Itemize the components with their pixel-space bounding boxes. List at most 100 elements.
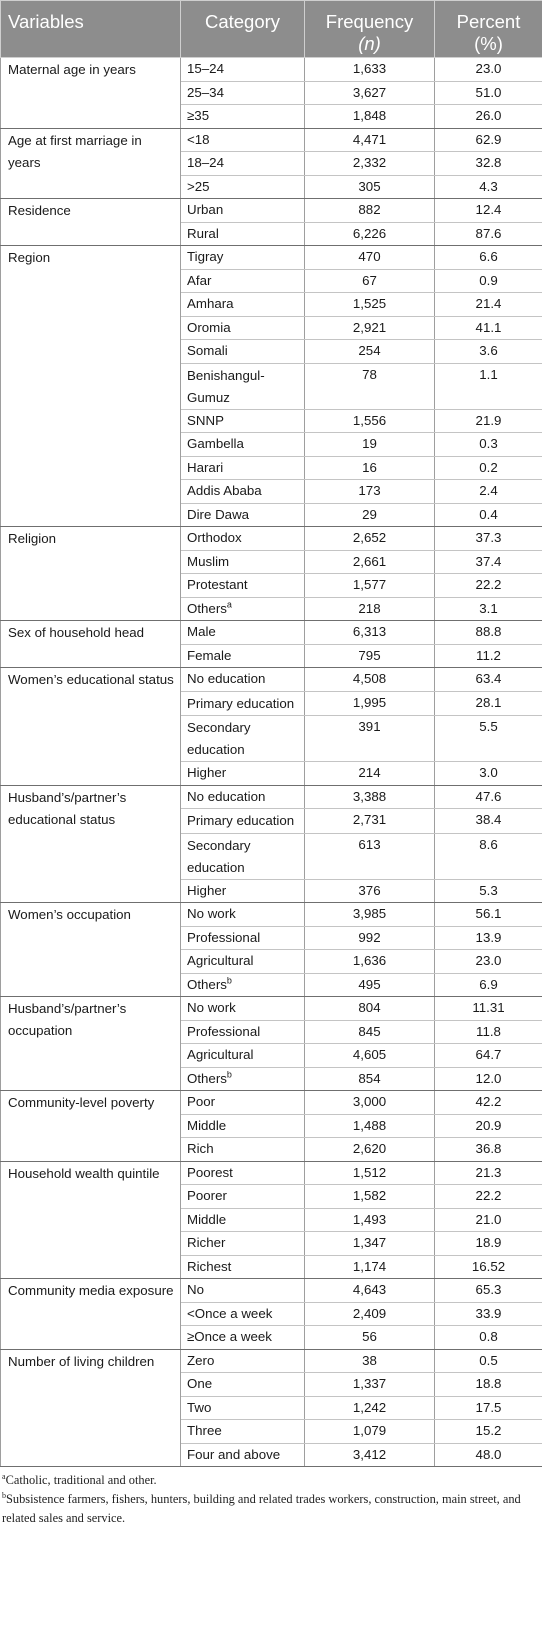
category-label: Rich	[187, 1141, 214, 1156]
footnote-mark: b	[2, 1490, 6, 1500]
frequency-cell: 3,627	[304, 80, 435, 105]
percent-cell: 21.4	[434, 292, 542, 317]
table-row: ≥Once a week 56 0.8	[1, 1325, 542, 1350]
category-label: Secondary education	[187, 837, 251, 875]
category-label: Higher	[187, 765, 227, 780]
percent-cell: 15.2	[434, 1419, 542, 1444]
category-label: Others	[187, 1070, 227, 1086]
variable-cell: Women’s educational status	[0, 667, 181, 786]
frequency-cell: 795	[304, 643, 435, 668]
table-row: Richest 1,174 16.52	[1, 1254, 542, 1279]
percent-cell: 13.9	[434, 925, 542, 950]
category-label: Dire Dawa	[187, 506, 250, 522]
category-cell: Addis Ababa	[180, 479, 305, 504]
category-label: No education	[187, 788, 266, 804]
category-label: 15–24	[187, 61, 224, 76]
frequency-cell: 4,643	[304, 1278, 435, 1303]
footnote-marker: a	[226, 599, 232, 610]
percent-cell: 38.4	[434, 808, 542, 834]
category-label: Protestant	[187, 577, 248, 592]
table-row: Secondary education 613 8.6	[1, 832, 542, 880]
table-row: Higher 214 3.0	[1, 761, 542, 786]
category-cell: Gambella	[180, 432, 305, 457]
percent-cell: 36.8	[434, 1137, 542, 1162]
category-cell: Four and above	[180, 1442, 305, 1467]
category-label: Amhara	[187, 296, 234, 311]
category-label: No	[187, 1282, 204, 1297]
frequency-cell: 3,388	[304, 784, 435, 809]
percent-cell: 37.3	[434, 526, 542, 551]
category-label: Professional	[187, 1023, 261, 1039]
frequency-cell: 495	[304, 972, 435, 997]
category-cell: Tigray	[180, 245, 305, 270]
percent-cell: 32.8	[434, 151, 542, 176]
frequency-cell: 2,652	[304, 526, 435, 551]
table-row: Religion Orthodox 2,652 37.3	[0, 526, 542, 621]
frequency-cell: 78	[304, 362, 435, 410]
frequency-cell: 2,620	[304, 1137, 435, 1162]
table-row: Husband’s/partner’s educational status No…	[0, 784, 542, 903]
variable-cell: Number of living children	[0, 1348, 181, 1467]
variable-cell: Sex of household head	[0, 620, 181, 668]
category-label: Male	[187, 624, 216, 639]
percent-cell: 21.0	[434, 1207, 542, 1232]
table-row: Professional 845 11.8	[1, 1019, 542, 1044]
frequency-cell: 1,079	[304, 1419, 435, 1444]
percent-cell: 62.9	[434, 127, 542, 152]
frequency-cell: 218	[304, 596, 435, 621]
category-label: >25	[187, 178, 210, 194]
category-cell: Somali	[180, 339, 305, 364]
frequency-cell: 391	[304, 715, 435, 762]
percent-cell: 16.52	[434, 1254, 542, 1279]
category-label: Gambella	[187, 436, 244, 451]
category-label: Zero	[187, 1352, 215, 1368]
frequency-cell: 19	[304, 432, 435, 457]
category-cell: Higher	[180, 878, 305, 903]
percent-cell: 4.3	[434, 174, 542, 199]
frequency-cell: 2,332	[304, 151, 435, 176]
category-cell: Middle	[180, 1113, 305, 1138]
header-percent-unit: (%)	[474, 33, 503, 54]
category-cell: Secondary education	[180, 832, 305, 880]
frequency-cell: 3,000	[304, 1090, 435, 1115]
percent-cell: 22.2	[434, 1184, 542, 1209]
percent-cell: 28.1	[434, 690, 542, 716]
variable-cell: Community media exposure	[0, 1278, 181, 1350]
category-cell: Primary education	[180, 808, 305, 834]
table-row: Residence Urban 882 12.4	[0, 198, 542, 246]
table-row: Somali 254 3.6	[1, 339, 542, 364]
table-row: Afar 67 0.9	[1, 268, 542, 293]
table-row: Agricultural 4,605 64.7	[1, 1043, 542, 1068]
category-label: No work	[187, 906, 236, 921]
header-variables: Variables	[0, 0, 181, 58]
footnote: aCatholic, traditional and other.	[2, 1471, 538, 1490]
table-row: Professional 992 13.9	[1, 925, 542, 950]
footnotes: aCatholic, traditional and other. bSubsis…	[0, 1467, 542, 1528]
percent-cell: 0.4	[434, 502, 542, 527]
percent-cell: 41.1	[434, 315, 542, 340]
percent-cell: 0.3	[434, 432, 542, 457]
table-row: Household wealth quintile Poorest 1,512 21.…	[0, 1160, 542, 1279]
category-cell: Muslim	[180, 549, 305, 574]
category-cell: Urban	[180, 198, 305, 223]
category-cell: Poorest	[180, 1160, 305, 1185]
category-cell: <18	[180, 127, 305, 152]
variable-cell: Residence	[0, 198, 181, 246]
percent-cell: 6.6	[434, 245, 542, 270]
percent-cell: 48.0	[434, 1442, 542, 1467]
percent-cell: 47.6	[434, 784, 542, 809]
footnote-marker: b	[226, 975, 232, 986]
category-cell: Professional	[180, 925, 305, 950]
category-label: Poorest	[187, 1164, 233, 1180]
footnote: bSubsistence farmers, fishers, hunters, …	[2, 1490, 538, 1528]
category-cell: Agricultural	[180, 1043, 305, 1068]
category-label: No education	[187, 671, 266, 686]
frequency-cell: 2,661	[304, 549, 435, 574]
table-row: Women’s educational status No education 4,…	[0, 667, 542, 786]
percent-cell: 12.4	[434, 198, 542, 223]
category-label: Addis Ababa	[187, 483, 262, 498]
percent-cell: 51.0	[434, 80, 542, 105]
frequency-cell: 1,556	[304, 408, 435, 433]
category-cell: Secondary education	[180, 715, 305, 762]
header-frequency: Frequency (n)	[304, 0, 435, 58]
